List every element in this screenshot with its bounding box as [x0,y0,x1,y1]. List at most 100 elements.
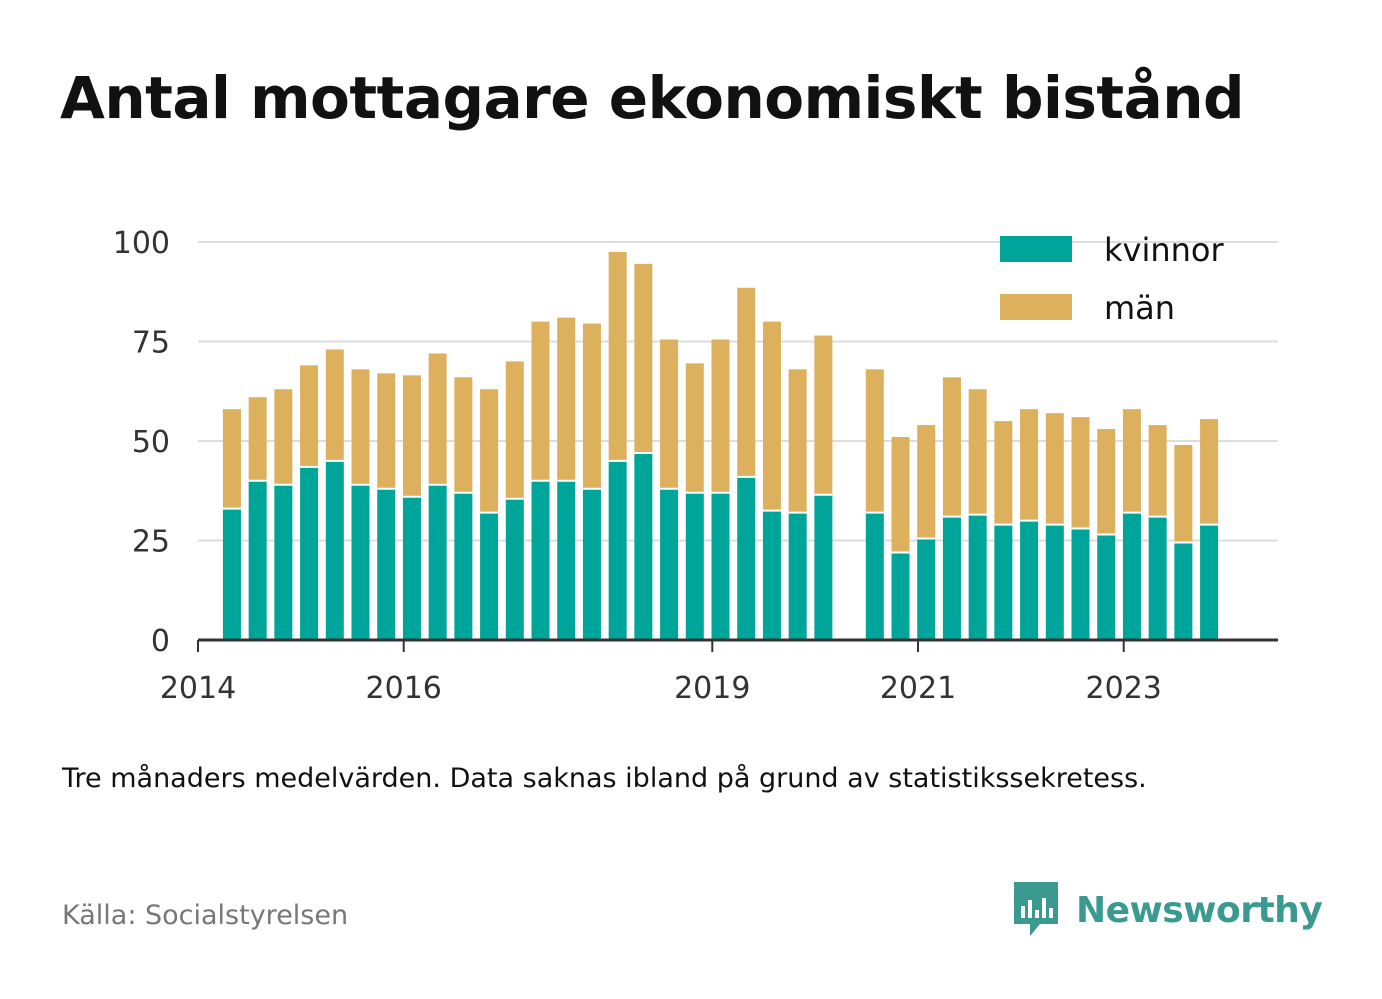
bar-man [1020,409,1039,521]
bar-man [402,375,421,497]
bar-man [582,323,601,489]
bar-man [634,263,653,453]
x-tick-label: 2021 [880,671,956,706]
bar-man [325,349,344,461]
legend-label-kvinnor: kvinnor [1104,231,1225,269]
bar-kvinnor [1174,542,1193,640]
y-tick-label: 100 [113,226,170,261]
bar-kvinnor [685,492,704,640]
bar-kvinnor [1122,512,1141,640]
bar-kvinnor [557,480,576,640]
bar-kvinnor [505,498,524,640]
x-tick-label: 2023 [1086,671,1162,706]
bar-kvinnor [660,488,679,640]
legend-swatch-kvinnor [1000,236,1072,262]
x-tick-label: 2019 [674,671,750,706]
bar-kvinnor [994,524,1013,640]
bar-kvinnor [1020,520,1039,640]
legend: kvinnor män [1000,231,1225,327]
bar-kvinnor [737,476,756,640]
bar-kvinnor [222,508,241,640]
brand-logo: Newsworthy [1010,878,1323,942]
newsworthy-logo-icon [1014,882,1058,936]
bar-kvinnor [377,488,396,640]
y-tick-label: 75 [132,326,170,361]
bar-man [788,369,807,513]
bar-kvinnor [531,480,550,640]
bar-man [248,397,267,481]
bar-kvinnor [351,484,370,640]
y-tick-label: 25 [132,525,170,560]
bar-man [557,317,576,481]
bar-kvinnor [711,492,730,640]
bar-kvinnor [248,480,267,640]
bar-kvinnor [1071,528,1090,640]
bar-kvinnor [1148,516,1167,640]
bar-kvinnor [788,512,807,640]
bar-kvinnor [1045,524,1064,640]
bar-man [1174,444,1193,543]
bar-kvinnor [865,512,884,640]
bar-kvinnor [942,516,961,640]
bar-man [968,389,987,515]
chart-note: Tre månaders medelvärden. Data saknas ib… [62,763,1147,794]
bar-man [762,321,781,511]
x-axis: 2014 2016 2019 2021 2023 [160,638,1278,706]
bar-man [351,369,370,485]
bar-man [942,377,961,517]
bar-kvinnor [762,510,781,640]
legend-label-man: män [1104,289,1175,327]
bar-man [1071,417,1090,529]
bar-man [531,321,550,481]
bar-kvinnor [325,460,344,640]
bar-man [1097,429,1116,535]
y-tick-label: 0 [151,624,170,659]
source-credit: Källa: Socialstyrelsen [62,900,349,931]
brand-name: Newsworthy [1076,889,1323,931]
bar-kvinnor [608,460,627,640]
bar-man [660,339,679,489]
bar-kvinnor [917,538,936,640]
bar-man [300,365,319,467]
bar-man [454,377,473,493]
bar-man [711,339,730,493]
bar-kvinnor [454,492,473,640]
bar-man [917,425,936,539]
bar-kvinnor [300,466,319,640]
bar-man [274,389,293,485]
y-axis-ticks: 0 25 50 75 100 [113,226,170,659]
bar-kvinnor [582,488,601,640]
bar-man [891,437,910,553]
bar-man [480,389,499,513]
bar-kvinnor [428,484,447,640]
bar-kvinnor [968,514,987,640]
chart-title: Antal mottagare ekonomiskt bistånd [60,64,1245,132]
bar-man [1200,419,1219,525]
bar-man [608,251,627,461]
y-tick-label: 50 [132,425,170,460]
bar-man [814,335,833,495]
bar-man [1122,409,1141,513]
bar-kvinnor [402,496,421,640]
bar-man [1148,425,1167,517]
bar-kvinnor [634,452,653,640]
bar-kvinnor [1200,524,1219,640]
bar-kvinnor [891,552,910,640]
bar-man [377,373,396,489]
bar-man [737,287,756,477]
bar-man [428,353,447,485]
bar-kvinnor [814,494,833,640]
bar-man [994,421,1013,525]
bars [222,251,1219,640]
bar-man [505,361,524,499]
bar-kvinnor [1097,534,1116,640]
x-tick-label: 2014 [160,671,236,706]
bar-man [685,363,704,493]
legend-swatch-man [1000,294,1072,320]
bar-man [1045,413,1064,525]
bar-man [222,409,241,509]
x-tick-label: 2016 [366,671,442,706]
bar-kvinnor [480,512,499,640]
bar-man [865,369,884,513]
